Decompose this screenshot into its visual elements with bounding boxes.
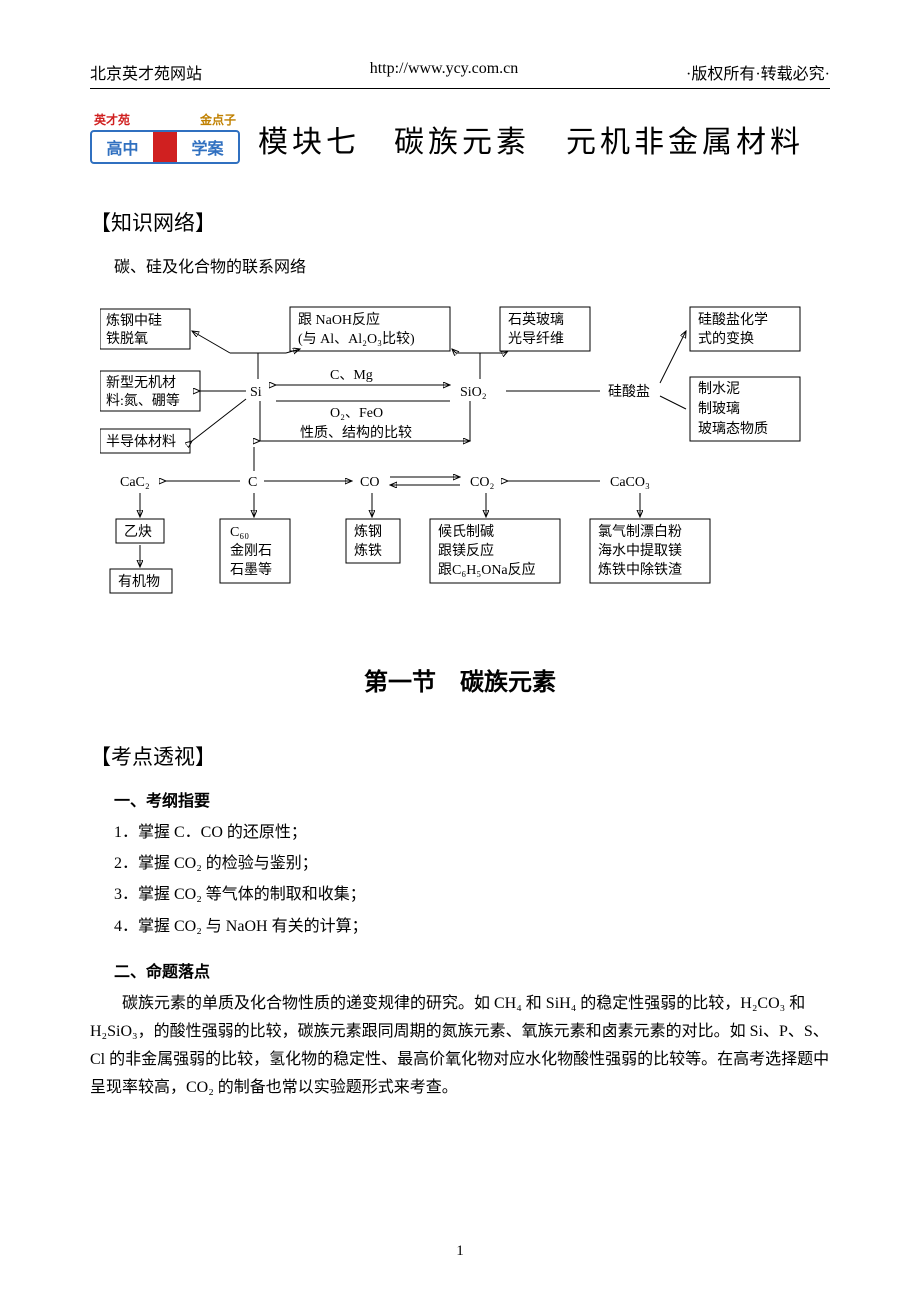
exam-item-3: 3．掌握 CO₂ 等气体的制取和收集； [114, 881, 830, 908]
svg-text:(与 Al、Al₂O₃比较): (与 Al、Al₂O₃比较) [298, 331, 415, 347]
svg-text:海水中提取镁: 海水中提取镁 [598, 543, 682, 559]
exam-para: 碳族元素的单质及化合物性质的递变规律的研究。如 CH₄ 和 SiH₄ 的稳定性强… [90, 990, 830, 1102]
svg-text:炼钢中硅: 炼钢中硅 [106, 313, 162, 329]
header-center: http://www.ycy.com.cn [370, 60, 519, 84]
svg-text:制玻璃: 制玻璃 [698, 400, 740, 417]
svg-text:氯气制漂白粉: 氯气制漂白粉 [598, 524, 682, 540]
section-1-title: 第一节 碳族元素 [90, 662, 830, 697]
svg-text:硅酸盐化学: 硅酸盐化学 [698, 312, 768, 328]
logo-flame-icon [153, 132, 177, 162]
main-title: 模块七 碳族元素 元机非金属材料 [258, 117, 804, 161]
page-number: 1 [0, 1243, 920, 1260]
svg-text:跟C₆H₅ONa反应: 跟C₆H₅ONa反应 [438, 561, 536, 578]
svg-text:炼铁: 炼铁 [354, 543, 382, 559]
svg-text:乙炔: 乙炔 [124, 524, 152, 540]
svg-text:式的变换: 式的变换 [698, 330, 754, 347]
svg-text:炼钢: 炼钢 [354, 524, 382, 540]
svg-text:O₂、FeO: O₂、FeO [330, 406, 383, 421]
svg-text:光导纤维: 光导纤维 [508, 331, 564, 347]
exam-item-2: 2．掌握 CO₂ 的检验与鉴别； [114, 850, 830, 877]
svg-text:CaCO₃: CaCO₃ [610, 475, 650, 490]
svg-text:料:氮、硼等: 料:氮、硼等 [106, 392, 180, 409]
network-heading: 【知识网络】 [90, 207, 830, 237]
title-row: 英才苑 金点子 高中 学案 模块七 碳族元素 元机非金属材料 [90, 111, 830, 167]
svg-text:跟 NaOH反应: 跟 NaOH反应 [298, 311, 380, 328]
exam-heading: 【考点透视】 [90, 741, 830, 771]
svg-text:玻璃态物质: 玻璃态物质 [698, 420, 768, 437]
svg-text:Si: Si [250, 385, 262, 400]
exam-sub2: 二、命题落点 [114, 958, 830, 982]
svg-text:性质、结构的比较: 性质、结构的比较 [300, 425, 412, 441]
logo-bottom-right: 学案 [177, 135, 238, 159]
svg-text:石英玻璃: 石英玻璃 [508, 311, 564, 328]
svg-text:金刚石: 金刚石 [230, 543, 272, 559]
svg-text:铁脱氧: 铁脱氧 [106, 331, 148, 347]
svg-text:CaC₂: CaC₂ [120, 475, 150, 490]
svg-text:石墨等: 石墨等 [230, 561, 272, 578]
svg-text:硅酸盐: 硅酸盐 [608, 384, 650, 400]
svg-text:制水泥: 制水泥 [698, 381, 740, 397]
title-part2: 元机非金属材料 [566, 117, 804, 161]
svg-text:CO₂: CO₂ [470, 475, 494, 490]
logo-bottom-left: 高中 [92, 135, 153, 159]
svg-text:CO: CO [360, 475, 379, 490]
logo-top-right: 金点子 [200, 111, 236, 128]
header-right: ·版权所有·转载必究· [686, 60, 830, 84]
svg-text:新型无机材: 新型无机材 [106, 375, 176, 391]
svg-text:半导体材料: 半导体材料 [106, 434, 176, 450]
svg-text:C₆₀: C₆₀ [230, 525, 249, 540]
svg-text:有机物: 有机物 [118, 574, 160, 590]
svg-text:跟镁反应: 跟镁反应 [438, 542, 494, 559]
header-left: 北京英才苑网站 [90, 60, 202, 84]
svg-text:炼铁中除铁渣: 炼铁中除铁渣 [598, 562, 682, 578]
svg-text:候氏制碱: 候氏制碱 [438, 524, 494, 540]
svg-text:C: C [248, 475, 257, 490]
exam-sub1: 一、考纲指要 [114, 787, 830, 811]
knowledge-diagram: 炼钢中硅 铁脱氧 跟 NaOH反应 (与 Al、Al₂O₃比较) 石英玻璃 光导… [100, 301, 820, 626]
title-part1: 模块七 碳族元素 [258, 117, 530, 161]
exam-item-4: 4．掌握 CO₂ 与 NaOH 有关的计算； [114, 913, 830, 940]
exam-item-1: 1．掌握 C．CO 的还原性； [114, 819, 830, 846]
brand-logo: 英才苑 金点子 高中 学案 [90, 111, 240, 167]
network-subtitle: 碳、硅及化合物的联系网络 [114, 253, 830, 277]
svg-text:C、Mg: C、Mg [330, 368, 373, 383]
logo-top-left: 英才苑 [94, 111, 130, 128]
svg-text:SiO₂: SiO₂ [460, 385, 487, 400]
page-header: 北京英才苑网站 http://www.ycy.com.cn ·版权所有·转载必究… [90, 60, 830, 89]
